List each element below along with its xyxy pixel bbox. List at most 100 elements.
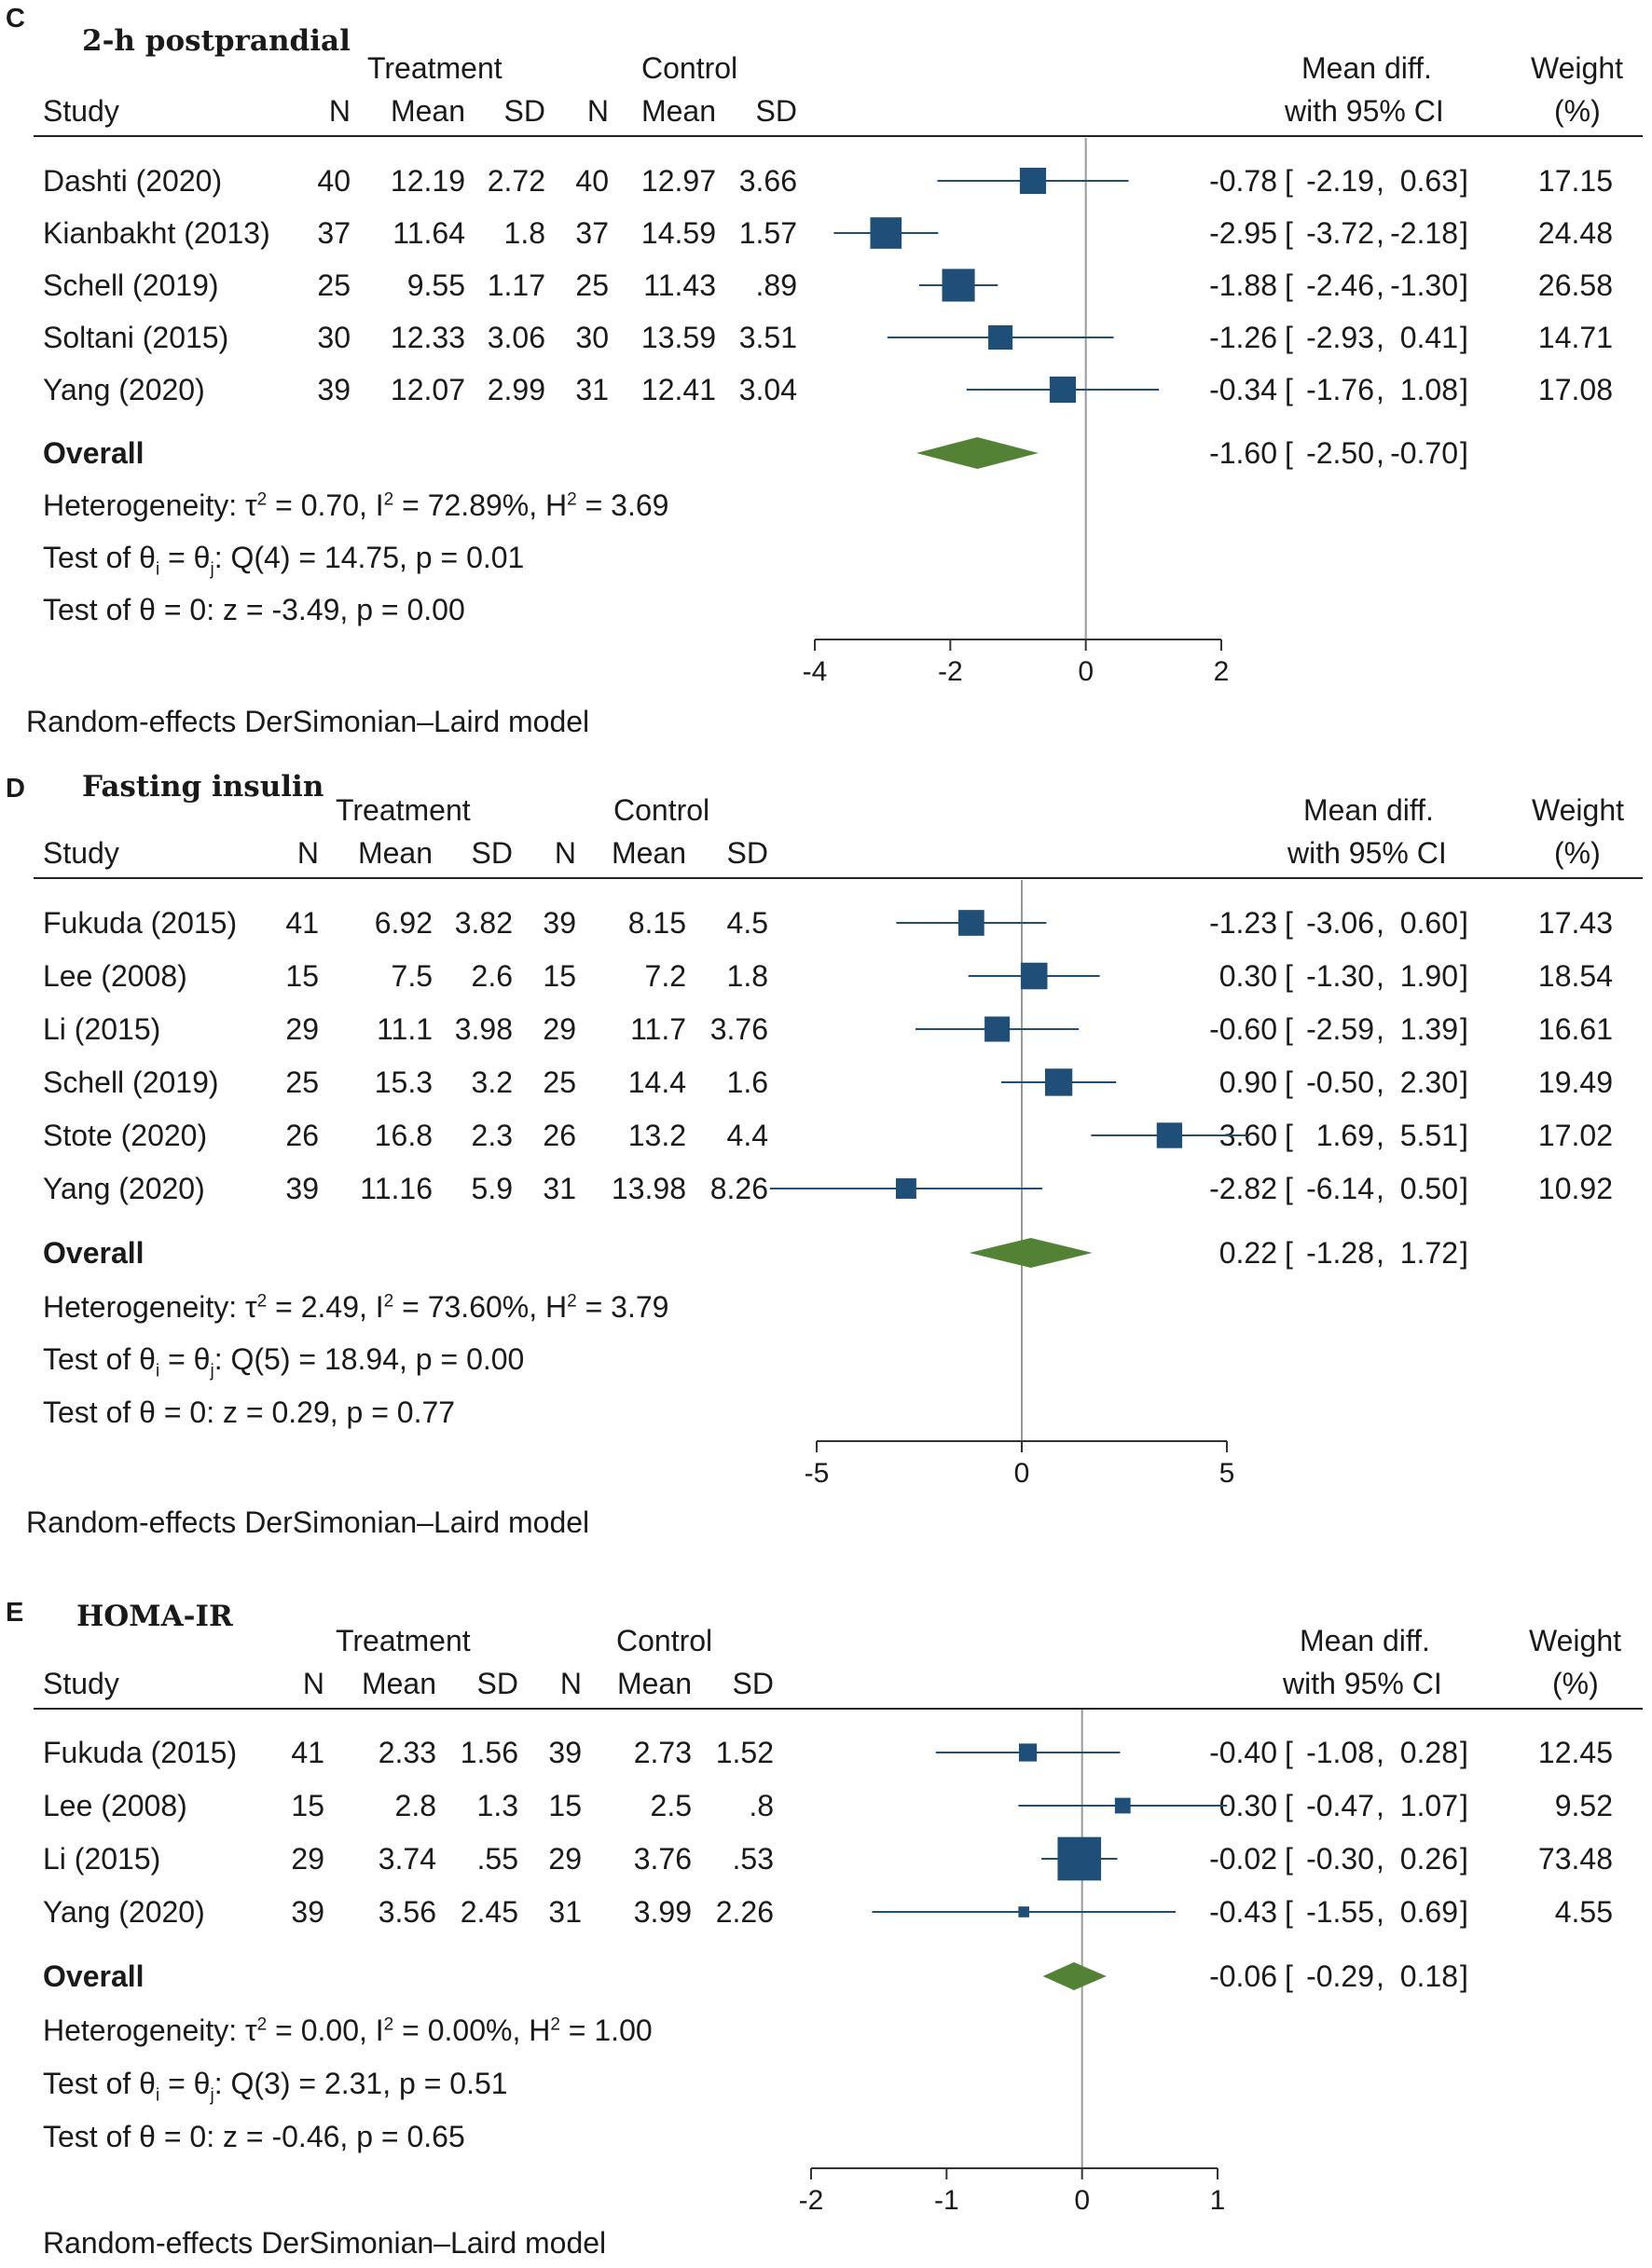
effect-square [1057, 1836, 1102, 1881]
header-control: Control [641, 51, 738, 85]
row-ci-low: -1.76 [1306, 373, 1374, 406]
row-c-mean: 12.97 [640, 164, 716, 198]
effect-square [1156, 1122, 1183, 1148]
row-ci-high: 1.08 [1399, 373, 1458, 406]
row-study: Schell (2019) [43, 268, 219, 302]
row-t-mean: 11.16 [360, 1172, 433, 1205]
row-weight: 17.02 [1537, 1119, 1613, 1152]
header-study: Study [43, 836, 119, 870]
row-t-mean: 11.1 [377, 1012, 433, 1046]
header-c-mean: Mean [640, 94, 716, 128]
row-ci-high: 0.50 [1399, 1172, 1458, 1205]
row-weight: 73.48 [1537, 1842, 1613, 1876]
row-md: -2.82 [1209, 1172, 1277, 1205]
row-t-n: 40 [317, 164, 351, 198]
row-md: 0.30 [1218, 1789, 1277, 1822]
row-t-sd: 2.3 [471, 1119, 513, 1152]
forest-plot: -2 -1 0 1 [799, 1710, 1228, 2216]
row-c-mean: 11.43 [643, 268, 716, 302]
row-md: 0.90 [1218, 1065, 1277, 1099]
header-t-n: N [302, 1667, 324, 1700]
x-tick-label: -2 [938, 656, 963, 687]
row-study: Fukuda (2015) [43, 906, 238, 940]
homogeneity-test: Test of θi = θj: Q(3) = 2.31, p = 0.51 [43, 2067, 508, 2106]
overall-diamond [969, 1238, 1093, 1268]
row-c-n: 31 [548, 1895, 582, 1929]
effect-square [988, 324, 1013, 351]
panel-letter: E [6, 1598, 24, 1628]
forest-panel-c: C 2-h postprandial Treatment Control Mea… [0, 0, 1652, 746]
row-t-n: 25 [317, 268, 351, 302]
row-c-mean: 13.59 [640, 321, 716, 354]
panel-title: HOMA-IR [76, 1600, 233, 1633]
header-c-mean: Mean [616, 1667, 692, 1700]
header-weight-unit: (%) [1552, 1667, 1599, 1700]
row-c-sd: 1.8 [726, 959, 768, 993]
header-t-mean: Mean [357, 836, 433, 870]
row-study: Kianbakht (2013) [43, 216, 270, 250]
effect-test: Test of θ = 0: z = 0.29, p = 0.77 [43, 1395, 456, 1429]
header-study: Study [43, 94, 119, 128]
row-t-sd: 2.99 [487, 373, 545, 406]
row-t-n: 29 [291, 1842, 324, 1876]
row-ci-low: -2.19 [1306, 164, 1374, 198]
overall-md: -1.60 [1209, 436, 1277, 470]
row-c-sd: 3.51 [738, 321, 797, 354]
overall-ci-low: -0.29 [1306, 1959, 1374, 1993]
panel-letter: D [6, 774, 25, 804]
x-tick-label: -1 [934, 2185, 959, 2216]
overall-ci-low: -2.50 [1306, 436, 1374, 470]
effect-square [1018, 1906, 1029, 1917]
row-c-mean: 3.99 [633, 1895, 692, 1929]
row-t-sd: 1.8 [503, 216, 545, 250]
row-t-mean: 3.74 [378, 1842, 436, 1876]
row-c-mean: 3.76 [633, 1842, 692, 1876]
header-weight: Weight [1529, 1624, 1622, 1657]
row-study: Stote (2020) [43, 1119, 208, 1152]
row-ci-low: -2.59 [1306, 1012, 1374, 1046]
row-t-sd: 2.6 [471, 959, 513, 993]
forest-plot: -4 -2 0 2 [803, 138, 1230, 687]
row-t-n: 15 [285, 959, 319, 993]
row-c-sd: 3.66 [738, 164, 797, 198]
row-c-n: 31 [543, 1172, 576, 1205]
panel-title: 2-h postprandial [82, 24, 351, 58]
row-c-mean: 8.15 [627, 906, 686, 940]
row-ci-low: -1.55 [1306, 1895, 1374, 1929]
header-control: Control [613, 793, 710, 827]
row-c-n: 29 [543, 1012, 576, 1046]
row-c-sd: 1.6 [726, 1065, 768, 1099]
x-tick-label: 2 [1214, 656, 1230, 687]
overall-label: Overall [43, 436, 145, 470]
overall-ci-high: 0.18 [1399, 1959, 1458, 1993]
row-weight: 19.49 [1537, 1065, 1613, 1099]
row-c-n: 15 [543, 959, 576, 993]
row-c-mean: 11.7 [630, 1012, 686, 1046]
header-treatment: Treatment [367, 51, 502, 85]
header-study: Study [43, 1667, 119, 1700]
header-treatment: Treatment [336, 1624, 471, 1657]
row-t-sd: 2.45 [460, 1895, 518, 1929]
effect-square [895, 1178, 916, 1199]
row-md: -0.40 [1209, 1736, 1277, 1769]
overall-diamond [916, 437, 1039, 469]
row-c-sd: .53 [732, 1842, 774, 1876]
row-c-n: 39 [543, 906, 576, 940]
x-tick-label: -5 [805, 1458, 830, 1489]
header-weight-unit: (%) [1554, 94, 1601, 128]
header-mean-diff: Mean diff. [1303, 793, 1434, 827]
row-c-n: 31 [575, 373, 609, 406]
header-t-sd: SD [503, 94, 545, 128]
row-study: Li (2015) [43, 1842, 161, 1876]
row-ci-low: -0.30 [1306, 1842, 1374, 1876]
row-t-mean: 12.07 [390, 373, 465, 406]
row-t-n: 15 [291, 1789, 324, 1822]
header-c-sd: SD [755, 94, 797, 128]
header-t-sd: SD [471, 836, 513, 870]
homogeneity-test: Test of θi = θj: Q(4) = 14.75, p = 0.01 [43, 541, 525, 580]
row-study: Lee (2008) [43, 1789, 187, 1822]
effect-square [958, 910, 984, 936]
row-c-n: 30 [575, 321, 609, 354]
row-c-sd: .8 [749, 1789, 774, 1822]
row-md: -1.23 [1209, 906, 1277, 940]
